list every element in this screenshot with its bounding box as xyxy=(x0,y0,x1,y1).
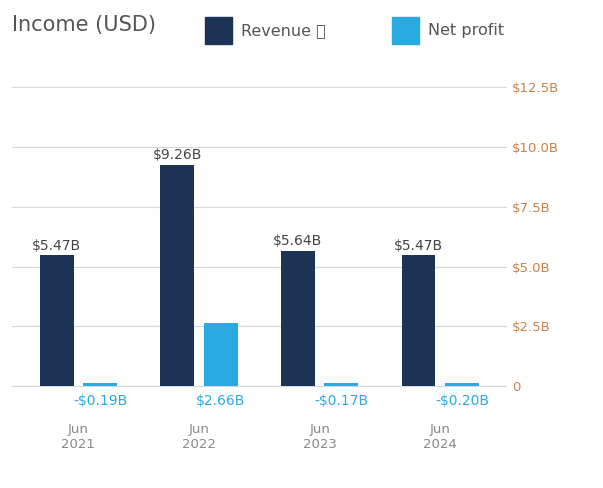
Text: -$0.19B: -$0.19B xyxy=(73,394,127,408)
Text: $5.47B: $5.47B xyxy=(32,239,81,252)
Bar xyxy=(204,323,238,386)
Bar xyxy=(281,251,315,386)
Bar xyxy=(445,383,479,386)
Text: $9.26B: $9.26B xyxy=(153,148,202,162)
Bar xyxy=(83,383,117,386)
Text: Revenue ⓘ: Revenue ⓘ xyxy=(241,23,326,38)
Text: -$0.17B: -$0.17B xyxy=(314,394,368,408)
Bar xyxy=(324,383,358,386)
Bar xyxy=(402,255,435,386)
Text: Income (USD): Income (USD) xyxy=(12,15,156,35)
Text: Net profit: Net profit xyxy=(428,23,504,38)
Bar xyxy=(40,255,74,386)
Bar xyxy=(160,165,194,386)
Text: $2.66B: $2.66B xyxy=(196,394,245,408)
Text: $5.64B: $5.64B xyxy=(273,234,323,248)
Text: -$0.20B: -$0.20B xyxy=(435,394,489,408)
Text: $5.47B: $5.47B xyxy=(394,239,443,252)
